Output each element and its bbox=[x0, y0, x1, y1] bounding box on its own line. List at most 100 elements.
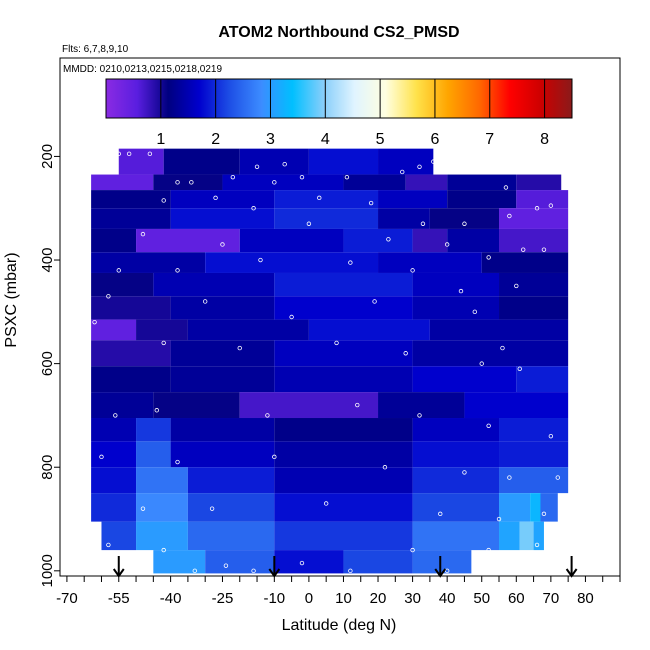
heatmap-cell bbox=[530, 493, 541, 522]
heatmap-cell bbox=[187, 493, 275, 522]
plot-frame bbox=[59, 57, 621, 577]
x-tick-label: 0 bbox=[305, 590, 313, 607]
sample-point bbox=[140, 506, 146, 511]
sample-point bbox=[265, 413, 270, 418]
heatmap-cell bbox=[187, 521, 275, 551]
heatmap-cell bbox=[343, 550, 413, 574]
sample-point bbox=[410, 268, 415, 273]
sample-point bbox=[444, 242, 450, 247]
heatmap-cell bbox=[412, 521, 500, 551]
colorbar-tick-label: 3 bbox=[266, 131, 275, 148]
chart-title: ATOM2 Northbound CS2_PMSD bbox=[218, 24, 459, 41]
sample-point bbox=[237, 345, 242, 351]
sample-point bbox=[230, 174, 236, 180]
heatmap-cell bbox=[91, 441, 137, 468]
sample-point bbox=[272, 454, 277, 460]
sample-point bbox=[116, 268, 121, 273]
heatmap-cell bbox=[412, 441, 500, 468]
sample-point bbox=[507, 213, 512, 219]
heatmap-cell bbox=[481, 252, 569, 273]
heatmap-cell bbox=[205, 252, 379, 273]
sample-point bbox=[386, 237, 391, 242]
heatmap-cell bbox=[274, 340, 413, 367]
heatmap-cell bbox=[136, 228, 240, 253]
heatmap-cell bbox=[516, 366, 569, 393]
sample-point bbox=[348, 260, 353, 265]
heatmap-cell bbox=[274, 467, 413, 494]
subtitle-dates: MMDD: 0210,0213,0215,0218,0219 bbox=[63, 64, 222, 75]
heatmap-cell bbox=[153, 550, 206, 574]
heatmap-cell bbox=[499, 272, 569, 297]
sample-point bbox=[272, 180, 277, 185]
x-tick-label: 50 bbox=[473, 590, 490, 607]
x-tick-label: -10 bbox=[263, 590, 285, 607]
sample-point bbox=[496, 516, 502, 522]
heatmap-cell bbox=[447, 228, 500, 253]
heatmap-cell bbox=[153, 272, 275, 297]
heatmap-cell bbox=[499, 418, 569, 442]
sample-point bbox=[161, 198, 166, 203]
heatmap-cell bbox=[274, 190, 379, 209]
sample-point bbox=[306, 221, 312, 226]
heatmap-cell bbox=[378, 208, 430, 229]
sample-point bbox=[258, 257, 263, 263]
colorbar-tick-label: 2 bbox=[211, 131, 220, 148]
sample-point bbox=[500, 345, 505, 351]
sample-point bbox=[521, 247, 526, 252]
heatmap-cell bbox=[499, 467, 569, 494]
heatmap-cell bbox=[412, 467, 500, 494]
x-tick-label: 80 bbox=[577, 590, 594, 607]
heatmap-cell bbox=[118, 148, 164, 175]
heatmap-cell bbox=[136, 418, 171, 442]
y-tick-label: 1000 bbox=[39, 554, 56, 587]
heatmap-cell bbox=[153, 174, 223, 191]
heatmap-cell bbox=[540, 493, 558, 522]
sample-point bbox=[444, 568, 450, 574]
sample-point bbox=[555, 475, 560, 480]
sample-point bbox=[299, 560, 305, 566]
heatmap-cell bbox=[91, 467, 137, 494]
sample-point bbox=[344, 174, 350, 180]
sample-point bbox=[462, 221, 467, 226]
heatmap-cell bbox=[170, 366, 275, 393]
heatmap-cell bbox=[378, 190, 448, 209]
heatmap-cell bbox=[170, 441, 275, 468]
sample-point bbox=[154, 408, 159, 413]
x-tick-label: 40 bbox=[439, 590, 456, 607]
sample-point bbox=[438, 511, 443, 517]
heatmap-cell bbox=[378, 392, 465, 419]
sample-point bbox=[282, 161, 287, 167]
sample-point bbox=[116, 151, 121, 157]
sample-points bbox=[85, 151, 560, 574]
y-tick-label: 400 bbox=[39, 248, 56, 273]
heatmap-cell bbox=[499, 296, 569, 320]
sample-point bbox=[106, 542, 111, 548]
sample-point bbox=[202, 299, 208, 304]
sample-point bbox=[541, 247, 547, 252]
heatmap-cell bbox=[239, 228, 344, 253]
heatmap-cell bbox=[499, 493, 531, 522]
sample-point bbox=[372, 299, 377, 304]
sample-point bbox=[251, 206, 256, 211]
heatmap-cell bbox=[91, 252, 206, 273]
sample-point bbox=[161, 340, 166, 346]
heatmap-cell bbox=[170, 208, 275, 229]
heatmap-cell bbox=[412, 340, 569, 367]
sample-point bbox=[317, 195, 322, 201]
heatmap-cell bbox=[91, 296, 171, 320]
heatmap-cell bbox=[499, 208, 569, 229]
sample-point bbox=[503, 185, 509, 190]
heatmap-bands bbox=[91, 148, 569, 574]
sample-point bbox=[223, 563, 229, 568]
colorbar-tick-label: 6 bbox=[430, 131, 439, 148]
heatmap-cell bbox=[187, 467, 275, 494]
sample-point bbox=[192, 568, 198, 574]
heatmap-cell bbox=[499, 441, 569, 468]
heatmap-cell bbox=[274, 493, 413, 522]
sample-point bbox=[161, 547, 166, 553]
y-axis-label: PSXC (mbar) bbox=[3, 252, 20, 347]
sample-point bbox=[299, 174, 305, 180]
sample-point bbox=[348, 568, 353, 574]
colorbar-ticks: 1 2 3 4 5 6 7 8 bbox=[156, 79, 549, 148]
heatmap-cell bbox=[170, 418, 275, 442]
